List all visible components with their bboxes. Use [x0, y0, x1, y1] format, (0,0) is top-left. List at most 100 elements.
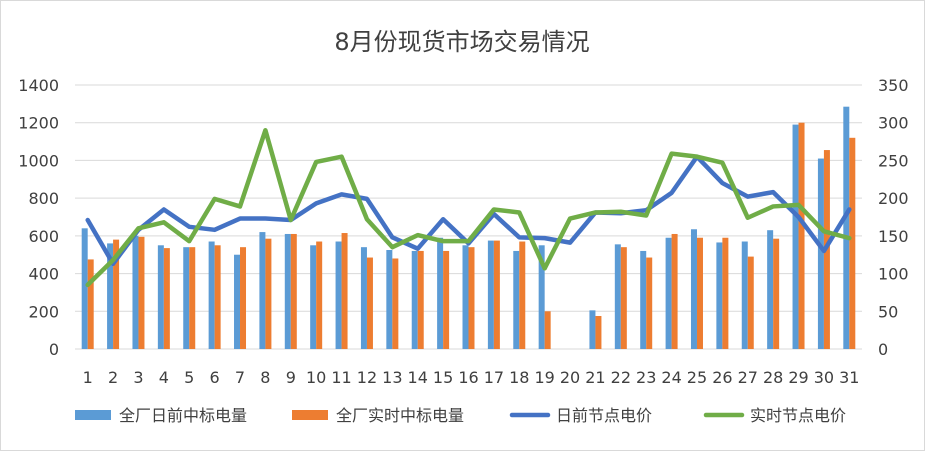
bar-day-ahead-volume [107, 243, 114, 349]
legend: 全厂日前中标电量 全厂实时中标电量 日前节点电价 实时节点电价 [75, 406, 846, 425]
bar-realtime-volume [646, 257, 653, 349]
bar-realtime-volume [595, 316, 602, 349]
x-tick-label: 30 [814, 368, 834, 387]
x-tick-label: 24 [661, 368, 681, 387]
right-tick-label: 0 [878, 340, 888, 359]
bar-realtime-volume [519, 241, 526, 349]
bar-realtime-volume [87, 259, 94, 349]
left-tick-label: 600 [28, 227, 59, 246]
left-tick-label: 1000 [18, 151, 59, 170]
bar-series [81, 106, 856, 349]
x-tick-label: 12 [357, 368, 377, 387]
bar-day-ahead-volume [487, 240, 494, 349]
bar-day-ahead-volume [538, 245, 545, 349]
realtime-price-line [85, 128, 852, 288]
bar-realtime-volume [773, 238, 780, 349]
x-tick-label: 7 [235, 368, 245, 387]
x-tick-label: 22 [611, 368, 631, 387]
x-tick-label: 21 [585, 368, 605, 387]
x-tick-label: 19 [534, 368, 554, 387]
bar-realtime-volume [341, 233, 348, 349]
bar-day-ahead-volume [792, 124, 799, 349]
bar-day-ahead-volume [589, 310, 596, 349]
bar-realtime-volume [544, 311, 551, 349]
left-axis-ticks: 0 200 400 600 800 1000 1200 1400 [18, 76, 59, 359]
x-tick-label: 27 [738, 368, 758, 387]
bar-day-ahead-volume [741, 241, 748, 349]
bar-realtime-volume [189, 247, 196, 349]
left-tick-label: 800 [28, 189, 59, 208]
bar-realtime-volume [620, 247, 627, 349]
bar-realtime-volume [265, 238, 272, 349]
x-tick-label: 4 [159, 368, 169, 387]
bar-realtime-volume [493, 240, 500, 349]
bar-realtime-volume [316, 241, 323, 349]
bar-day-ahead-volume [767, 230, 774, 349]
left-tick-label: 1400 [18, 76, 59, 95]
bar-day-ahead-volume [843, 106, 850, 349]
x-tick-label: 6 [210, 368, 220, 387]
x-tick-label: 20 [560, 368, 580, 387]
bar-realtime-volume [138, 236, 145, 349]
line-series [85, 128, 852, 288]
bar-realtime-volume [671, 233, 678, 349]
bar-day-ahead-volume [284, 233, 291, 349]
bar-day-ahead-volume [614, 244, 621, 349]
bar-realtime-volume [722, 237, 729, 349]
x-tick-label: 5 [184, 368, 194, 387]
right-tick-label: 50 [878, 302, 898, 321]
right-tick-label: 250 [878, 151, 909, 170]
x-tick-label: 16 [458, 368, 478, 387]
bar-day-ahead-volume [157, 245, 164, 349]
bar-realtime-volume [214, 245, 221, 349]
bar-realtime-volume [366, 257, 373, 349]
x-tick-label: 8 [260, 368, 270, 387]
bar-day-ahead-volume [462, 245, 469, 349]
bar-day-ahead-volume [183, 247, 190, 349]
left-tick-label: 200 [28, 302, 59, 321]
x-tick-label: 23 [636, 368, 656, 387]
bar-realtime-volume [290, 233, 297, 349]
x-tick-label: 29 [788, 368, 808, 387]
right-tick-label: 300 [878, 114, 909, 133]
bar-day-ahead-volume [690, 229, 697, 349]
x-tick-label: 9 [286, 368, 296, 387]
bar-day-ahead-volume [81, 228, 88, 349]
legend-swatch [292, 410, 328, 420]
bar-day-ahead-volume [513, 250, 520, 349]
x-tick-label: 10 [306, 368, 326, 387]
chart-title: 8月份现货市场交易情况 [334, 28, 589, 56]
bar-day-ahead-volume [208, 241, 215, 349]
right-tick-label: 150 [878, 227, 909, 246]
bar-realtime-volume [113, 239, 120, 349]
bar-realtime-volume [417, 250, 424, 349]
bar-realtime-volume [443, 250, 450, 349]
x-tick-label: 28 [763, 368, 783, 387]
bar-realtime-volume [163, 248, 170, 349]
x-tick-label: 13 [382, 368, 402, 387]
bar-day-ahead-volume [335, 241, 342, 349]
bar-realtime-volume [696, 237, 703, 349]
bar-day-ahead-volume [386, 250, 393, 349]
legend-label: 全厂实时中标电量 [336, 406, 464, 425]
x-tick-label: 1 [83, 368, 93, 387]
day-ahead-price-line [85, 154, 852, 267]
legend-label: 全厂日前中标电量 [119, 406, 247, 425]
x-tick-label: 17 [484, 368, 504, 387]
bar-day-ahead-volume [234, 254, 241, 349]
bar-realtime-volume [798, 122, 805, 349]
right-tick-label: 350 [878, 76, 909, 95]
bar-day-ahead-volume [360, 247, 367, 349]
bar-day-ahead-volume [310, 245, 317, 349]
bar-day-ahead-volume [716, 242, 723, 349]
legend-label: 日前节点电价 [556, 406, 652, 425]
right-tick-label: 200 [878, 189, 909, 208]
bar-day-ahead-volume [665, 237, 672, 349]
x-tick-label: 31 [839, 368, 859, 387]
x-tick-label: 25 [687, 368, 707, 387]
x-tick-label: 26 [712, 368, 732, 387]
gridlines [75, 84, 862, 350]
x-tick-label: 11 [331, 368, 351, 387]
